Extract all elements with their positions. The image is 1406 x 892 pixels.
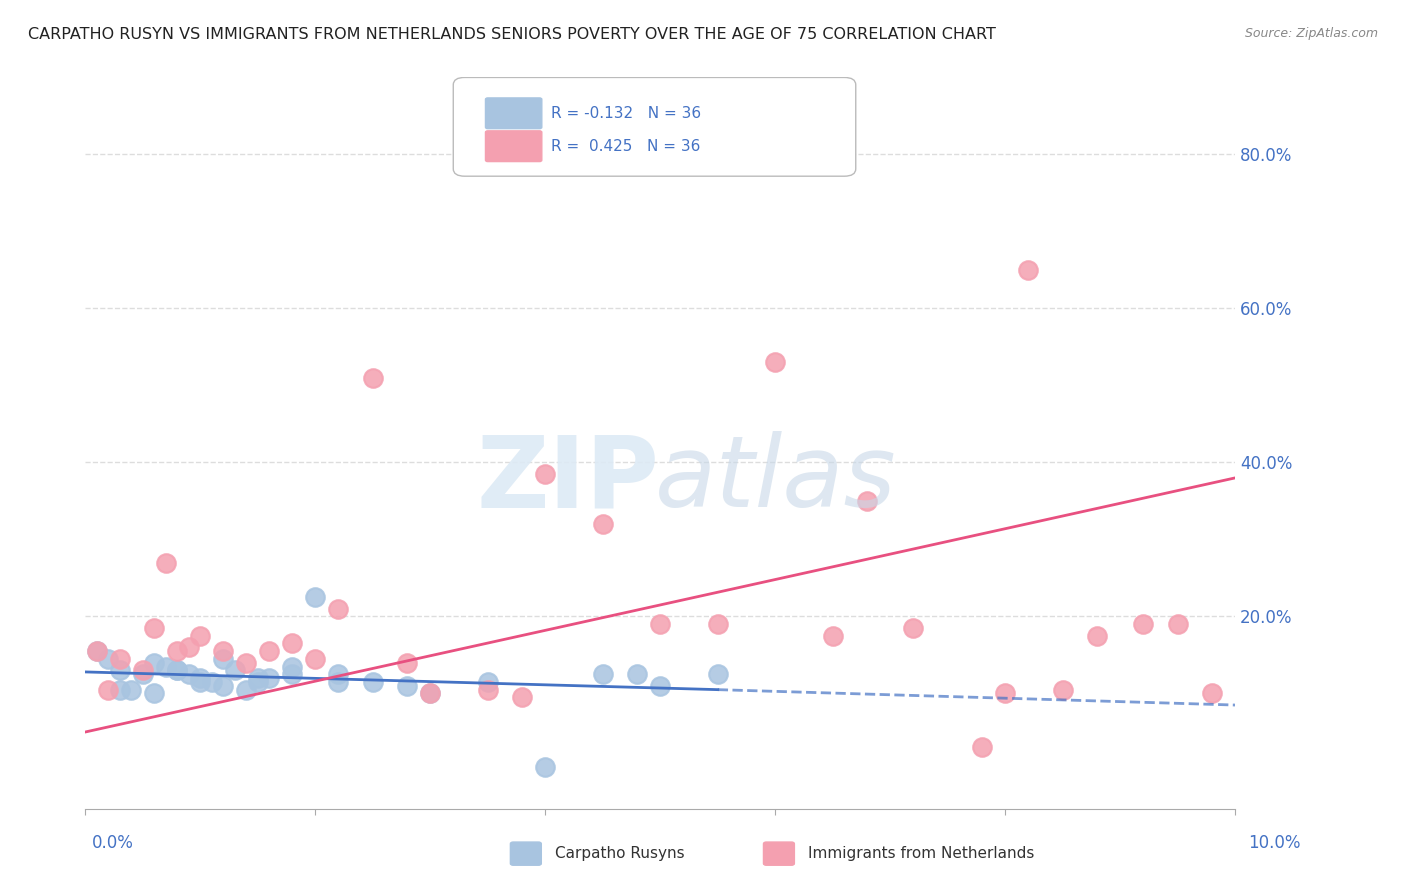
Point [259,671,281,685]
Point [592,667,614,681]
Text: Source: ZipAtlas.com: Source: ZipAtlas.com [1244,27,1378,40]
Point [396,679,419,693]
Point [120,682,142,697]
Text: R = -0.132   N = 36: R = -0.132 N = 36 [551,106,702,120]
Point [246,671,269,685]
Point [903,621,925,635]
Point [281,667,304,681]
Point [188,675,211,690]
Point [201,675,224,690]
Point [177,667,200,681]
Point [419,686,441,700]
Text: 0.0%: 0.0% [91,834,134,852]
Point [361,675,384,690]
Point [477,682,499,697]
Point [1085,629,1108,643]
Point [856,494,879,508]
Text: Immigrants from Netherlands: Immigrants from Netherlands [808,847,1035,861]
Point [1201,686,1223,700]
Point [132,667,155,681]
Point [97,652,120,666]
Point [143,621,166,635]
Point [235,682,257,697]
Point [212,679,235,693]
Point [224,664,246,678]
Point [510,690,533,705]
Point [1132,617,1154,632]
Point [108,652,131,666]
Text: 10.0%: 10.0% [1249,834,1301,852]
Point [304,652,326,666]
Text: R =  0.425   N = 36: R = 0.425 N = 36 [551,139,700,153]
Point [212,644,235,658]
Point [328,675,350,690]
Point [188,629,211,643]
Point [994,686,1017,700]
Point [86,644,108,658]
Point [328,667,350,681]
Point [419,686,441,700]
Point [304,591,326,605]
Point [166,664,188,678]
Point [259,644,281,658]
Point [1167,617,1189,632]
Point [534,759,557,773]
Text: CARPATHO RUSYN VS IMMIGRANTS FROM NETHERLANDS SENIORS POVERTY OVER THE AGE OF 75: CARPATHO RUSYN VS IMMIGRANTS FROM NETHER… [28,27,995,42]
Point [763,355,786,369]
Point [188,671,211,685]
FancyBboxPatch shape [485,131,541,161]
Point [396,656,419,670]
Point [97,682,120,697]
Point [86,644,108,658]
Point [328,601,350,615]
Point [592,517,614,532]
Point [1052,682,1074,697]
Point [650,617,672,632]
Point [534,467,557,481]
Point [477,675,499,690]
Point [143,686,166,700]
Point [972,740,994,755]
Text: Carpatho Rusyns: Carpatho Rusyns [555,847,685,861]
Point [212,652,235,666]
FancyBboxPatch shape [485,98,541,128]
Point [706,667,728,681]
Text: atlas: atlas [654,432,896,528]
Text: ZIP: ZIP [477,432,659,528]
Point [246,675,269,690]
FancyBboxPatch shape [453,78,856,177]
Point [166,664,188,678]
Point [650,679,672,693]
Point [166,644,188,658]
Point [108,664,131,678]
Point [235,656,257,670]
Point [143,656,166,670]
Point [132,664,155,678]
Point [626,667,648,681]
Point [821,629,844,643]
Point [281,659,304,673]
Point [177,640,200,655]
Point [155,659,177,673]
Point [108,682,131,697]
Point [155,556,177,570]
Point [281,636,304,650]
Point [1017,263,1039,277]
Point [361,371,384,385]
Point [706,617,728,632]
